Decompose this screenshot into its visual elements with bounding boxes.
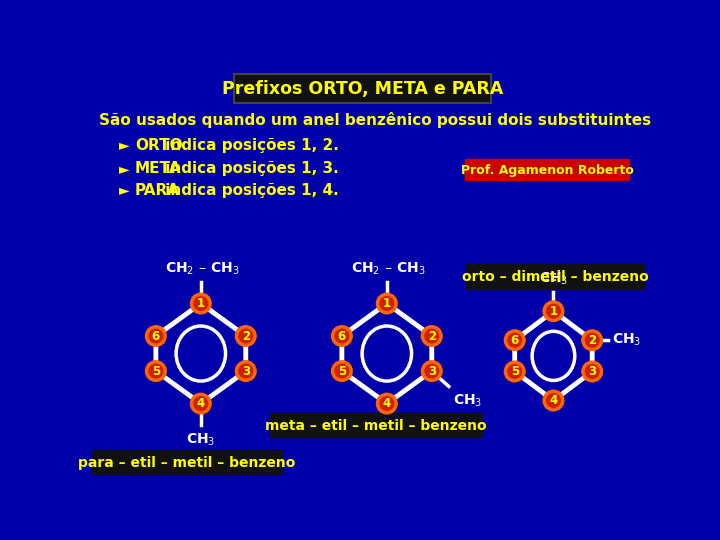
Text: 2: 2: [242, 329, 250, 342]
Circle shape: [333, 327, 351, 345]
Circle shape: [192, 294, 210, 313]
Text: ►: ►: [120, 162, 130, 176]
Text: 2: 2: [588, 334, 596, 347]
FancyBboxPatch shape: [270, 413, 482, 437]
Circle shape: [505, 362, 524, 381]
Text: 4: 4: [383, 397, 391, 410]
Text: 4: 4: [197, 397, 205, 410]
Circle shape: [333, 362, 351, 380]
Text: CH$_3$: CH$_3$: [186, 431, 215, 448]
Text: 3: 3: [428, 364, 436, 377]
Text: ►: ►: [120, 183, 130, 197]
Text: 1: 1: [197, 297, 205, 310]
Text: 4: 4: [549, 394, 557, 407]
FancyBboxPatch shape: [466, 264, 644, 289]
Text: meta – etil – metil – benzeno: meta – etil – metil – benzeno: [265, 419, 487, 433]
Text: CH$_2$ – CH$_3$: CH$_2$ – CH$_3$: [351, 261, 426, 278]
Circle shape: [423, 327, 441, 345]
Text: CH$_3$: CH$_3$: [612, 332, 642, 348]
Text: São usados quando um anel benzênico possui dois substituintes: São usados quando um anel benzênico poss…: [99, 112, 652, 128]
Text: 5: 5: [338, 364, 346, 377]
Text: ►: ►: [120, 139, 130, 153]
Text: 1: 1: [549, 305, 557, 318]
Text: para – etil – metil – benzeno: para – etil – metil – benzeno: [78, 456, 296, 470]
Circle shape: [423, 362, 441, 380]
Text: Prof. Agamenon Roberto: Prof. Agamenon Roberto: [461, 164, 634, 177]
Circle shape: [544, 302, 563, 320]
Text: 2: 2: [428, 329, 436, 342]
Circle shape: [147, 362, 165, 380]
Circle shape: [236, 362, 255, 380]
Text: 6: 6: [510, 334, 519, 347]
Text: META: META: [135, 161, 181, 176]
FancyBboxPatch shape: [234, 74, 492, 103]
Circle shape: [544, 392, 563, 410]
Text: Prefixos ORTO, META e PARA: Prefixos ORTO, META e PARA: [222, 80, 503, 98]
Circle shape: [583, 362, 601, 381]
Circle shape: [236, 327, 255, 345]
Circle shape: [377, 394, 396, 413]
Text: 6: 6: [338, 329, 346, 342]
Text: 3: 3: [588, 365, 596, 378]
Text: orto – dimetil – benzeno: orto – dimetil – benzeno: [462, 271, 649, 285]
Circle shape: [505, 331, 524, 349]
Text: 3: 3: [242, 364, 250, 377]
Text: PARA: PARA: [135, 183, 180, 198]
Circle shape: [192, 394, 210, 413]
Circle shape: [147, 327, 165, 345]
Text: indica posições 1, 4.: indica posições 1, 4.: [161, 183, 339, 198]
Text: CH$_3$: CH$_3$: [539, 270, 568, 287]
Text: indica posições 1, 2.: indica posições 1, 2.: [161, 138, 339, 153]
Text: 1: 1: [383, 297, 391, 310]
Text: ORTO: ORTO: [135, 138, 183, 153]
Text: 6: 6: [152, 329, 160, 342]
Circle shape: [583, 331, 601, 349]
Text: CH$_2$ – CH$_3$: CH$_2$ – CH$_3$: [165, 261, 240, 278]
Circle shape: [377, 294, 396, 313]
Text: 5: 5: [510, 365, 519, 378]
FancyBboxPatch shape: [465, 159, 629, 180]
FancyBboxPatch shape: [91, 450, 282, 475]
Text: indica posições 1, 3.: indica posições 1, 3.: [161, 161, 339, 176]
Text: CH$_3$: CH$_3$: [454, 393, 483, 409]
Text: 5: 5: [152, 364, 160, 377]
